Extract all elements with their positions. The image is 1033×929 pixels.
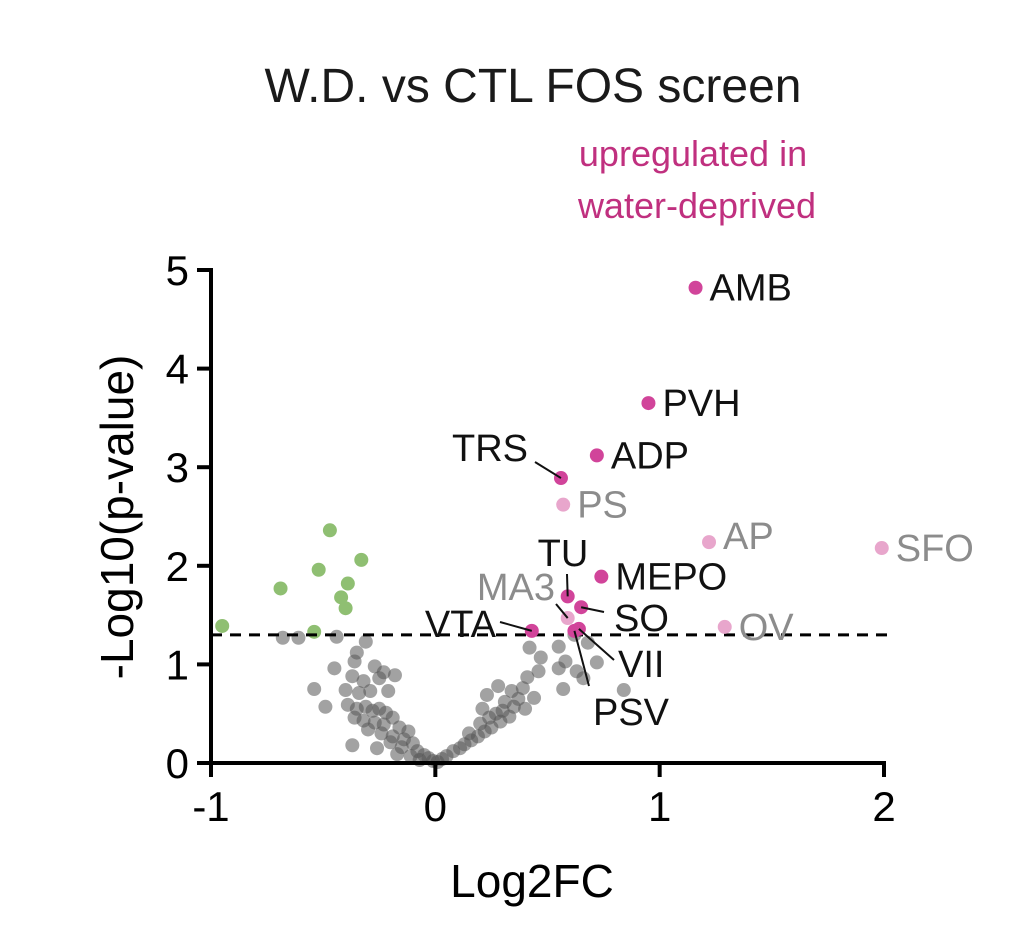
nonsig-point [479, 687, 494, 702]
label-adp: ADP [611, 435, 689, 477]
annotation-line-1: upregulated in [579, 133, 807, 174]
x-tick-label: 2 [872, 783, 895, 830]
y-tick-label: 1 [166, 641, 189, 688]
nonsig-point [533, 650, 548, 665]
nonsig-point [518, 701, 533, 716]
nonsig-point [522, 640, 537, 655]
point-pvh [641, 396, 656, 411]
point-mepo [594, 569, 609, 584]
nonsig-point [383, 735, 398, 750]
x-axis-label: Log2FC [450, 855, 614, 907]
nonsig-point [329, 629, 344, 644]
label-so: SO [614, 598, 669, 640]
nonsig-point [318, 699, 333, 714]
nonsig-point [520, 670, 535, 685]
label-trs: TRS [452, 428, 528, 470]
nonsig-point [372, 671, 387, 686]
nonsig-point [338, 683, 353, 698]
nonsig-point [461, 726, 476, 741]
down-point [338, 601, 353, 616]
nonsig-point [374, 726, 389, 741]
annotation-line-2: water-deprived [577, 185, 816, 226]
nonsig-point [358, 634, 373, 649]
label-pvh: PVH [662, 383, 740, 425]
label-ov: OV [739, 607, 795, 649]
label-vii: VII [618, 644, 664, 686]
leader-vii [578, 628, 615, 661]
nonsig-point [475, 701, 490, 716]
x-tick-label: 0 [424, 783, 447, 830]
point-ap [702, 535, 717, 550]
down-point [322, 523, 337, 538]
label-sfo: SFO [896, 528, 974, 570]
label-ps: PS [577, 485, 628, 527]
y-tick-label: 0 [166, 740, 189, 787]
point-sfo [874, 541, 889, 556]
nonsig-point [493, 714, 508, 729]
nonsig-point [356, 674, 371, 689]
x-tick-label: -1 [192, 783, 229, 830]
leader-ma3 [555, 603, 569, 619]
nonsig-point [363, 684, 378, 699]
chart-title: W.D. vs CTL FOS screen [265, 60, 802, 113]
nonsig-point [345, 738, 360, 753]
nonsig-point [381, 684, 396, 699]
y-tick-label: 5 [166, 247, 189, 294]
nonsig-point [345, 669, 360, 684]
label-amb: AMB [710, 268, 792, 310]
down-point [340, 576, 355, 591]
nonsig-point [390, 747, 405, 762]
nonsig-point [327, 661, 342, 676]
nonsig-point [556, 682, 571, 697]
label-mepo: MEPO [615, 557, 727, 599]
down-point [354, 552, 369, 567]
nonsig-point [275, 630, 290, 645]
nonsig-point [551, 661, 566, 676]
scatter-marks [211, 280, 892, 770]
label-tu: TU [538, 533, 589, 575]
point-adp [589, 448, 604, 463]
nonsig-point [504, 684, 519, 699]
nonsig-point [531, 664, 546, 679]
point-amb [688, 280, 703, 295]
nonsig-point [515, 681, 530, 696]
label-vta: VTA [425, 604, 497, 646]
nonsig-point [361, 722, 376, 737]
nonsig-point [347, 654, 362, 669]
nonsig-point [352, 685, 367, 700]
nonsig-point [370, 741, 385, 756]
down-point [215, 618, 230, 633]
nonsig-point [291, 630, 306, 645]
leader-psv [573, 630, 590, 687]
y-tick-label: 3 [166, 444, 189, 491]
point-ov [717, 619, 732, 634]
x-tick-label: 1 [648, 783, 671, 830]
down-point [334, 590, 349, 605]
down-point [307, 624, 322, 639]
label-ap: AP [723, 516, 774, 558]
leader-tu [566, 573, 569, 597]
y-axis-label: -Log10(p-value) [91, 355, 143, 680]
nonsig-point [491, 679, 506, 694]
leader-trs [534, 461, 562, 479]
y-tick-label: 2 [166, 543, 189, 590]
nonsig-point [589, 655, 604, 670]
down-point [311, 562, 326, 577]
nonsig-point [387, 668, 402, 683]
label-ma3: MA3 [477, 567, 555, 609]
nonsig-point [616, 683, 631, 698]
nonsig-point [551, 639, 566, 654]
down-point [273, 581, 288, 596]
leader-vta [499, 621, 533, 632]
nonsig-point [307, 682, 322, 697]
point-ps [556, 497, 571, 512]
nonsig-point [527, 690, 542, 705]
leader-so [580, 606, 605, 613]
y-tick-label: 4 [166, 346, 189, 393]
label-psv: PSV [593, 692, 670, 734]
